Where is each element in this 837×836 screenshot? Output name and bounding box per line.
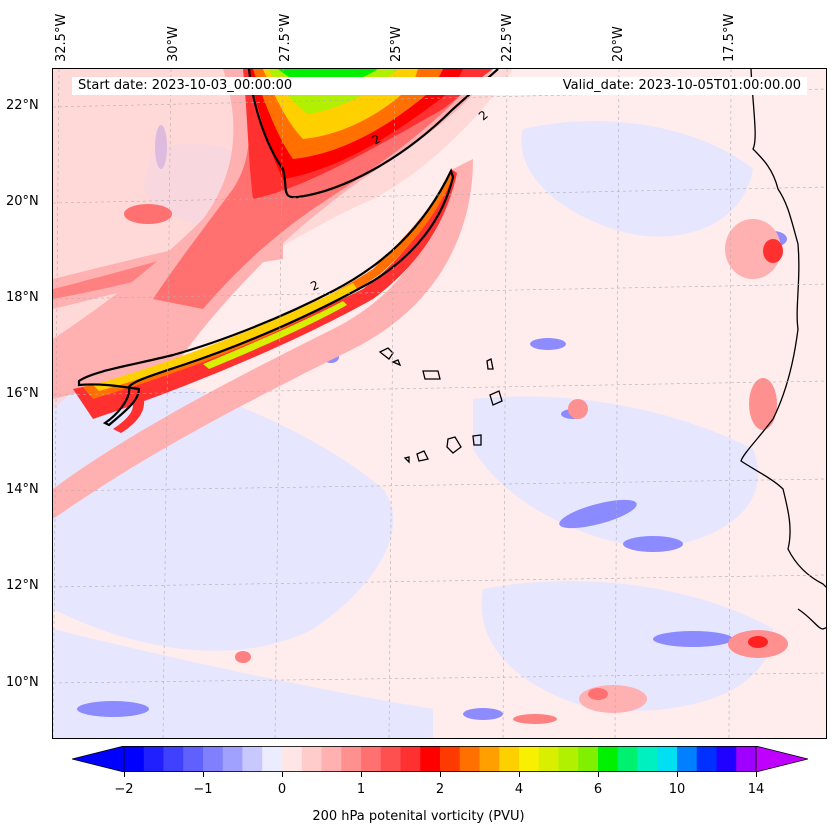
lon-label-20w: 20°W [611, 26, 626, 62]
colorbar-swatch [499, 746, 520, 772]
coastlines [378, 69, 826, 630]
lon-label-27-5w: 27.5°W [278, 13, 293, 62]
colorbar-tickmark [440, 772, 441, 777]
colorbar-swatch [617, 746, 638, 772]
colorbar-swatch [598, 746, 619, 772]
colorbar-tickmark [756, 772, 757, 777]
colorbar-tickmark [282, 772, 283, 777]
colorbar-swatch [736, 746, 757, 772]
graticule [53, 69, 826, 738]
lat-label-20n: 20°N [6, 194, 39, 209]
colorbar-tick-label: 0 [277, 782, 287, 797]
pv-field-map: 2 2 2 [53, 69, 826, 738]
colorbar-tick-label: 1 [356, 782, 366, 797]
colorbar-swatch [637, 746, 658, 772]
colorbar-swatch [578, 746, 599, 772]
colorbar-swatch [538, 746, 559, 772]
lat-label-10n: 10°N [6, 675, 39, 690]
colorbar-swatch [361, 746, 382, 772]
colorbar-swatch [440, 746, 461, 772]
colorbar-tickmark [677, 772, 678, 777]
lon-label-25w: 25°W [389, 26, 404, 62]
colorbar-swatch [163, 746, 184, 772]
colorbar-swatch [459, 746, 480, 772]
colorbar-label: 200 hPa potenital vorticity (PVU) [312, 809, 525, 824]
colorbar-swatch [222, 746, 243, 772]
colorbar-swatch [321, 746, 342, 772]
colorbar-swatch [677, 746, 698, 772]
colorbar-swatch [479, 746, 500, 772]
colorbar [72, 746, 808, 772]
colorbar-tickmark [124, 772, 125, 777]
lat-label-18n: 18°N [6, 290, 39, 305]
colorbar-high-extend [755, 746, 808, 772]
colorbar-swatch [696, 746, 717, 772]
map-panel: 2 2 2 [52, 68, 827, 739]
lon-label-17-5w: 17.5°W [722, 13, 737, 62]
valid-date-label: Valid_date: 2023-10-05T01:00:00.00 [562, 78, 801, 93]
lon-label-30w: 30°W [166, 26, 181, 62]
colorbar-low-extend [72, 746, 125, 772]
colorbar-swatch [716, 746, 737, 772]
lon-label-22-5w: 22.5°W [500, 13, 515, 62]
colorbar-swatch [183, 746, 204, 772]
colorbar-tick-label: −2 [114, 782, 134, 797]
pv-2-contours [77, 69, 499, 427]
lat-label-16n: 16°N [6, 386, 39, 401]
lat-label-22n: 22°N [6, 98, 39, 113]
lon-label-32-5w: 32.5°W [54, 13, 69, 62]
colorbar-swatch [558, 746, 579, 772]
colorbar-swatch [143, 746, 164, 772]
colorbar-tick-label: 14 [747, 782, 765, 797]
colorbar-tick-label: 4 [514, 782, 524, 797]
colorbar-tickmark [598, 772, 599, 777]
colorbar-swatch [380, 746, 401, 772]
colorbar-swatch [301, 746, 322, 772]
colorbar-swatch [519, 746, 540, 772]
colorbar-swatch [203, 746, 224, 772]
colorbar-outline [123, 746, 757, 772]
colorbar-swatch [242, 746, 263, 772]
start-date-label: Start date: 2023-10-03_00:00:00 [78, 78, 293, 93]
colorbar-swatch [420, 746, 441, 772]
colorbar-swatch [282, 746, 303, 772]
colorbar-tick-label: 2 [435, 782, 445, 797]
lat-label-14n: 14°N [6, 482, 39, 497]
colorbar-swatch [657, 746, 678, 772]
colorbar-swatch [262, 746, 283, 772]
lat-label-12n: 12°N [6, 578, 39, 593]
colorbar-tickmark [519, 772, 520, 777]
colorbar-tick-label: 6 [593, 782, 603, 797]
colorbar-tickmark [361, 772, 362, 777]
colorbar-swatch [124, 746, 145, 772]
colorbar-tickmark [203, 772, 204, 777]
colorbar-tick-label: 10 [668, 782, 686, 797]
date-info-bar: Start date: 2023-10-03_00:00:00 Valid_da… [72, 77, 807, 95]
colorbar-swatch [400, 746, 421, 772]
colorbar-tick-label: −1 [193, 782, 213, 797]
colorbar-swatch [341, 746, 362, 772]
